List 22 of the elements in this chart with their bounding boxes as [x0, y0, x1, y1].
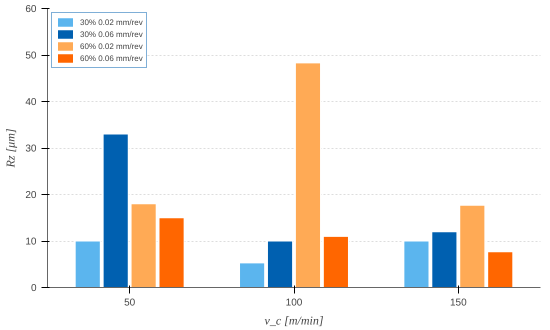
y-tick-label: 10	[25, 236, 37, 248]
bar	[239, 262, 266, 288]
legend-label: 30% 0.06 mm/rev	[80, 28, 143, 40]
legend-label: 60% 0.06 mm/rev	[80, 52, 143, 64]
y-tick-label: 30	[25, 144, 37, 154]
bar	[158, 217, 185, 288]
y-tick-label: 50	[25, 50, 37, 62]
y-tick-label: 20	[25, 190, 37, 201]
y-axis-title: Rz [μm]	[3, 128, 18, 169]
legend-label: 60% 0.02 mm/rev	[80, 40, 143, 52]
bar	[294, 62, 322, 288]
x-tick-label: 100	[286, 298, 303, 308]
bar	[403, 240, 430, 288]
x-tick-label: 150	[450, 298, 468, 308]
bar	[322, 236, 349, 288]
x-tick-label: 50	[124, 298, 136, 308]
legend-label: 30% 0.02 mm/rev	[80, 16, 143, 28]
y-tick-label: 60	[25, 4, 37, 15]
y-tick-label: 40	[25, 97, 37, 108]
y-tick-label: 0	[30, 283, 37, 294]
x-axis-title: v_c [m/min]	[264, 314, 324, 328]
bar	[266, 240, 294, 288]
